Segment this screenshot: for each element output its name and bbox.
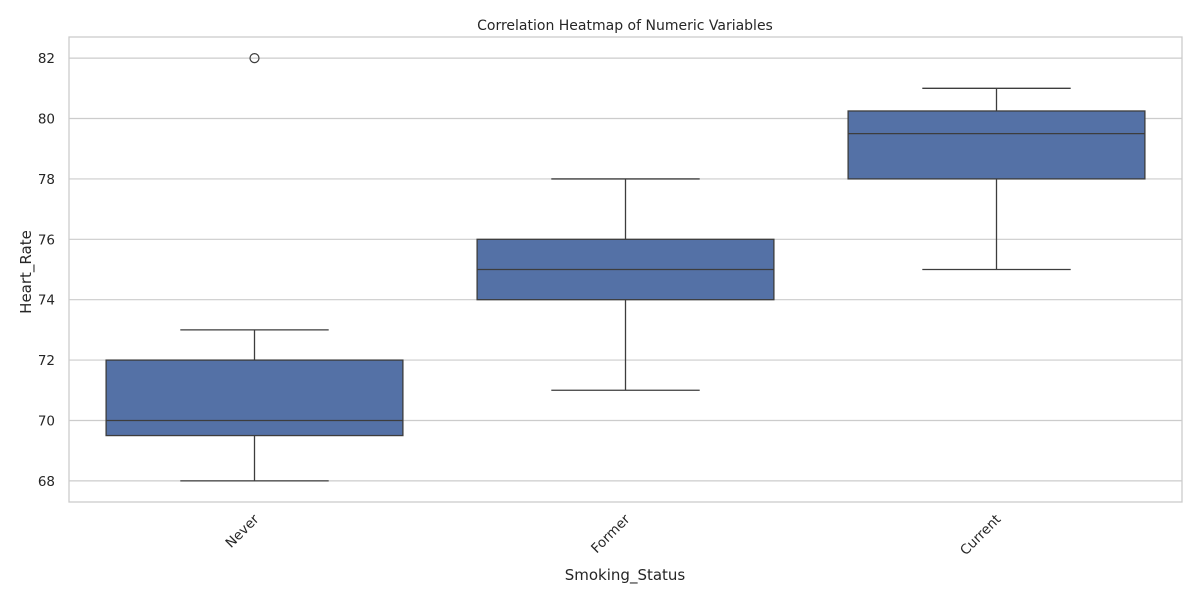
y-tick-label: 82 [38, 51, 55, 67]
box-group-former [476, 178, 775, 391]
chart-title: Correlation Heatmap of Numeric Variables [477, 18, 773, 34]
box-layer [105, 53, 1146, 482]
box-iqr [847, 110, 1146, 180]
box-group-current [847, 87, 1146, 271]
outlier-point [249, 53, 260, 64]
y-tick-labels: 68 70 72 74 76 78 80 82 [38, 51, 55, 490]
y-tick-label: 80 [38, 112, 55, 128]
box-iqr [105, 359, 404, 437]
y-tick-label: 78 [38, 172, 55, 188]
y-tick-label: 76 [38, 232, 55, 248]
y-tick-label: 68 [38, 474, 55, 490]
x-axis-label: Smoking_Status [565, 566, 686, 585]
box-group-never [105, 53, 404, 482]
y-tick-label: 70 [38, 413, 55, 429]
y-tick-label: 72 [38, 353, 55, 369]
plot-frame [68, 36, 1183, 503]
y-axis-label: Heart_Rate [17, 230, 36, 314]
y-tick-label: 74 [38, 293, 55, 309]
